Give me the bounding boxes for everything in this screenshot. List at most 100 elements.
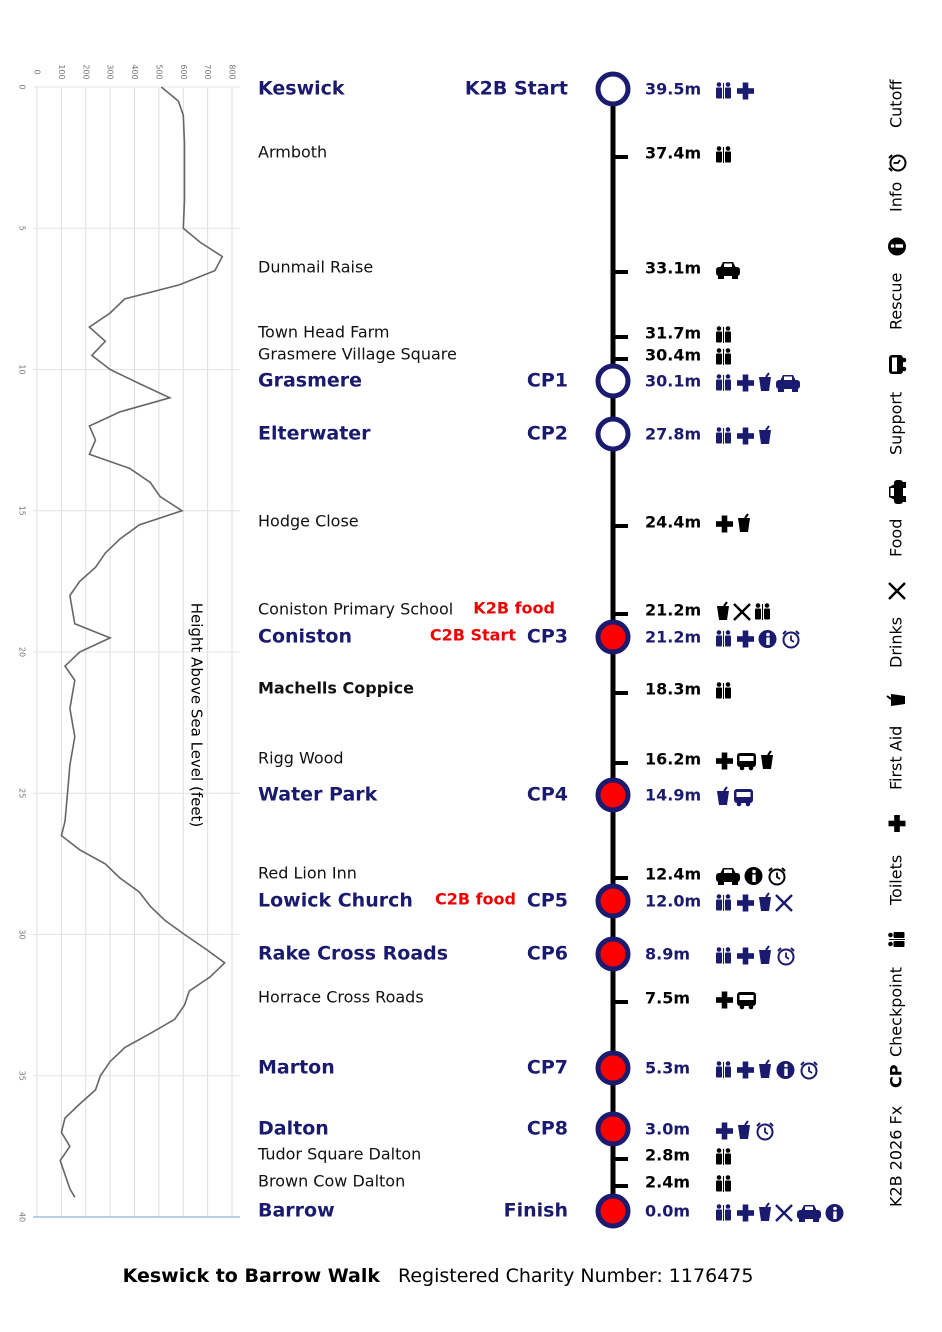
icon-drinks: [759, 892, 771, 911]
icon-part: [716, 630, 722, 635]
stop-name: Coniston: [258, 626, 352, 648]
y-tick-label: 400: [130, 64, 139, 79]
icon-part: [888, 941, 893, 947]
icon-part: [718, 881, 724, 885]
x-tick-label: 40: [18, 1212, 27, 1222]
x-tick-label: 0: [18, 84, 27, 89]
icon-part: [756, 1123, 774, 1141]
icon-drinks: [738, 513, 750, 532]
icon-cutoff: [777, 947, 795, 966]
stop-name: Machells Coppice: [258, 679, 414, 698]
icon-toilets: [716, 374, 731, 391]
icon-info: [744, 867, 763, 885]
icon-part: [797, 1210, 821, 1219]
icon-part: [716, 146, 722, 151]
icon-part: [725, 432, 731, 444]
icon-part: [777, 948, 795, 966]
icon-part: [733, 603, 751, 621]
icon-toilets: [716, 1175, 731, 1192]
icon-part: [764, 603, 770, 608]
icon-part: [716, 348, 722, 353]
legend-icon-rescue: [889, 355, 907, 374]
icon-part: [725, 952, 731, 964]
icon-part: [725, 1148, 731, 1153]
stop-note: C2B food: [435, 890, 516, 909]
icon-part: [738, 518, 750, 532]
icon-part: [716, 682, 722, 687]
icon-info: [758, 630, 777, 648]
icon-support: [797, 1205, 821, 1222]
icon-part: [813, 1061, 818, 1066]
icon-part: [725, 1180, 731, 1192]
x-tick-label: 10: [18, 364, 27, 374]
icon-part: [805, 1206, 813, 1210]
elevation-line: [59, 86, 226, 1198]
icon-part: [759, 377, 771, 391]
icon-part: [725, 87, 731, 99]
icon-part: [725, 894, 731, 899]
stop-distance: 21.2m: [645, 601, 701, 620]
icon-part: [725, 682, 731, 687]
stop-label: CP3: [527, 626, 568, 648]
y-tick-label: 800: [228, 64, 237, 79]
icon-part: [784, 376, 792, 380]
icon-part: [782, 631, 800, 649]
legend-symbol: CP: [887, 1064, 906, 1088]
icon-part: [742, 894, 749, 912]
icon-part: [765, 372, 770, 378]
legend-icon-info: [888, 237, 906, 256]
legend-code: K2B 2026 Fx: [887, 1106, 906, 1207]
legend-label: Checkpoint: [887, 967, 906, 1057]
icon-part: [902, 482, 906, 488]
icon-toilets: [716, 894, 731, 911]
icon-toilets: [716, 947, 731, 964]
icon-first-aid: [737, 82, 754, 100]
icon-part: [716, 1175, 722, 1180]
icon-part: [765, 1202, 770, 1208]
icon-part: [717, 791, 729, 805]
stop-distance: 37.4m: [645, 144, 701, 163]
icon-part: [724, 869, 732, 873]
icon-part: [901, 357, 907, 363]
icon-part: [764, 608, 770, 620]
icon-part: [716, 151, 722, 163]
icon-part: [725, 427, 731, 432]
icon-part: [716, 432, 722, 444]
stop-distance: 0.0m: [645, 1202, 690, 1221]
stop-name: Grasmere Village Square: [258, 345, 457, 364]
icon-part: [901, 366, 907, 372]
icon-part: [790, 947, 795, 952]
stop-distance: 33.1m: [645, 259, 701, 278]
x-tick-label: 30: [18, 929, 27, 939]
icon-first-aid: [716, 991, 733, 1009]
stop-marker: [595, 777, 631, 813]
stop-marker: [595, 883, 631, 919]
icon-part: [739, 756, 754, 761]
stop-distance: 5.3m: [645, 1059, 690, 1078]
icon-part: [716, 1153, 722, 1165]
stop-distance: 2.8m: [645, 1146, 690, 1165]
icon-toilets: [716, 1204, 731, 1221]
icon-part: [725, 1209, 731, 1221]
icon-part: [759, 1207, 771, 1221]
icon-first-aid: [737, 947, 754, 965]
x-tick-label: 25: [18, 788, 27, 798]
icon-part: [716, 687, 722, 699]
icon-part: [761, 755, 773, 769]
icon-part: [716, 82, 722, 87]
icon-part: [795, 630, 800, 635]
legend-label: Rescue: [887, 273, 906, 330]
icon-part: [765, 1059, 770, 1065]
icon-toilets: [716, 1061, 731, 1078]
icon-part: [784, 1068, 788, 1076]
icon-part: [756, 1122, 761, 1127]
icon-part: [725, 326, 731, 331]
icon-part: [716, 873, 740, 882]
legend-icon-food: [888, 582, 906, 600]
icon-part: [766, 632, 770, 637]
icon-cutoff: [800, 1061, 818, 1080]
icon-drinks: [761, 750, 773, 769]
stop-marker: [595, 363, 631, 399]
icon-part: [893, 932, 905, 938]
icon-part: [888, 154, 893, 159]
